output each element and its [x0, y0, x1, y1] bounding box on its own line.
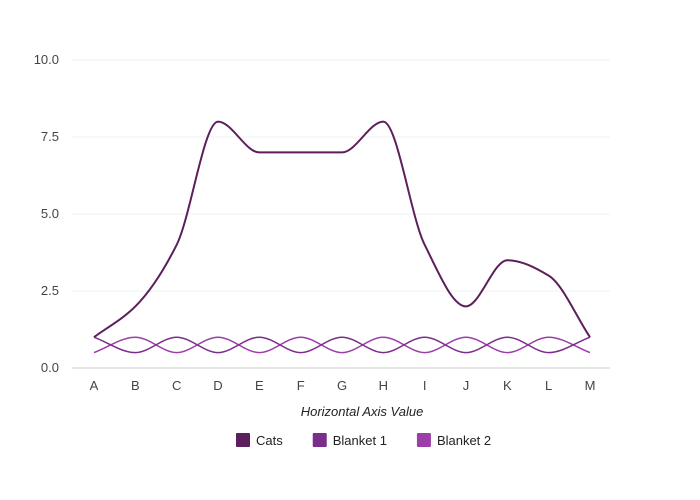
y-tick-label: 0.0 — [41, 360, 59, 375]
x-tick-label: F — [297, 378, 305, 393]
y-tick-label: 2.5 — [41, 283, 59, 298]
y-tick-label: 7.5 — [41, 129, 59, 144]
series-line-blanket-2 — [93, 336, 591, 354]
legend-item-cats: Cats — [236, 433, 283, 448]
y-axis-ticks: 0.0 2.5 5.0 7.5 10.0 — [34, 52, 59, 375]
x-tick-label: K — [503, 378, 512, 393]
x-tick-label: E — [255, 378, 264, 393]
grid-lines — [72, 59, 610, 292]
legend-swatch — [416, 433, 431, 447]
x-tick-label: I — [423, 378, 427, 393]
x-tick-label: A — [90, 378, 99, 393]
legend-label: Blanket 1 — [333, 433, 387, 448]
x-axis-ticks: A B C D E F G H I J K L M — [90, 378, 596, 393]
x-tick-label: J — [463, 378, 470, 393]
legend-item-blanket-2: Blanket 2 — [416, 433, 491, 448]
series-line-cats — [93, 120, 591, 339]
series-line-blanket-1 — [93, 336, 591, 354]
y-tick-label: 10.0 — [34, 52, 59, 67]
series-lines — [93, 120, 591, 354]
y-tick-label: 5.0 — [41, 206, 59, 221]
x-tick-label: D — [213, 378, 222, 393]
legend: Cats Blanket 1 Blanket 2 — [236, 433, 491, 448]
legend-swatch — [312, 433, 327, 447]
legend-label: Blanket 2 — [437, 433, 491, 448]
legend-item-blanket-1: Blanket 1 — [312, 433, 387, 448]
x-tick-label: G — [337, 378, 347, 393]
x-axis-title: Horizontal Axis Value — [301, 404, 424, 419]
x-tick-label: B — [131, 378, 140, 393]
legend-swatch — [236, 433, 250, 447]
legend-label: Cats — [256, 433, 283, 448]
x-tick-label: H — [379, 378, 388, 393]
x-tick-label: M — [585, 378, 596, 393]
x-tick-label: C — [172, 378, 181, 393]
x-tick-label: L — [545, 378, 552, 393]
